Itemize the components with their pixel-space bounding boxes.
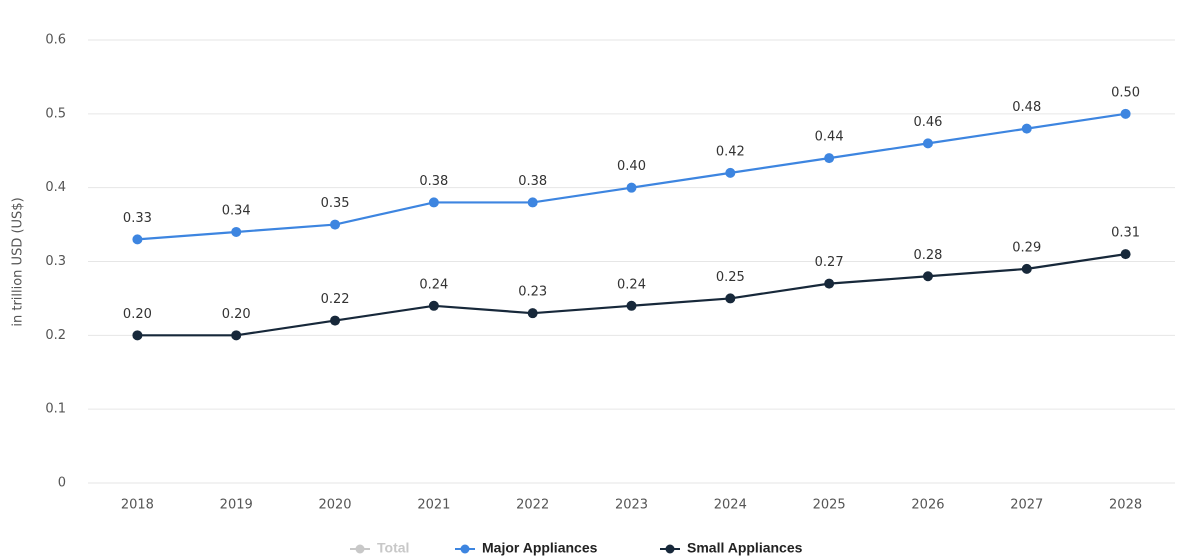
data-point [527,308,538,319]
legend-label: Total [377,540,409,556]
data-point [428,300,439,311]
data-label: 0.44 [815,130,844,145]
data-point [922,271,933,282]
data-point [824,278,835,289]
legend-marker [665,544,675,554]
legend-item: Major Appliances [455,540,598,556]
y-tick-label: 0.2 [45,328,66,343]
data-point [922,138,933,149]
data-point [132,330,143,341]
data-point [725,167,736,178]
data-label: 0.29 [1012,240,1041,255]
data-label: 0.46 [913,115,942,130]
x-tick-label: 2025 [813,498,846,513]
y-tick-label: 0.3 [45,254,66,269]
data-label: 0.38 [518,174,547,189]
y-tick-label: 0.6 [45,33,66,48]
data-point [1120,249,1131,260]
legend-label: Major Appliances [482,540,598,556]
data-label: 0.33 [123,211,152,226]
data-label: 0.23 [518,285,547,300]
data-label: 0.42 [716,144,745,159]
data-point [428,197,439,208]
x-tick-label: 2022 [516,498,549,513]
y-tick-label: 0.4 [45,180,66,195]
data-point [330,315,341,326]
legend-marker [460,544,470,554]
y-tick-label: 0 [58,476,66,491]
x-tick-label: 2024 [714,498,747,513]
data-point [1120,108,1131,119]
legend-marker [355,544,365,554]
data-label: 0.28 [913,248,942,263]
data-label: 0.24 [617,277,646,292]
data-label: 0.50 [1111,85,1140,100]
data-point [725,293,736,304]
data-point [626,182,637,193]
legend-item: Small Appliances [660,540,803,556]
legend-item: Total [350,540,409,556]
x-tick-label: 2018 [121,498,154,513]
data-label: 0.48 [1012,100,1041,115]
data-label: 0.24 [419,277,448,292]
y-tick-label: 0.1 [45,402,66,417]
data-label: 0.31 [1111,226,1140,241]
y-axis-label: in trillion USD (US$) [11,197,26,326]
legend-label: Small Appliances [687,540,803,556]
data-label: 0.20 [222,307,251,322]
data-label: 0.25 [716,270,745,285]
data-label: 0.38 [419,174,448,189]
data-point [132,234,143,245]
data-point [626,300,637,311]
data-label: 0.35 [321,196,350,211]
data-label: 0.22 [321,292,350,307]
y-tick-label: 0.5 [45,106,66,121]
data-point [1021,263,1032,274]
data-point [330,219,341,230]
x-tick-label: 2019 [220,498,253,513]
data-label: 0.40 [617,159,646,174]
x-tick-label: 2026 [911,498,944,513]
series-line [137,253,1126,337]
data-label: 0.20 [123,307,152,322]
data-label: 0.27 [815,255,844,270]
x-tick-label: 2020 [318,498,351,513]
x-tick-label: 2023 [615,498,648,513]
series-line [137,112,1126,241]
x-tick-label: 2027 [1010,498,1043,513]
x-tick-label: 2021 [417,498,450,513]
x-tick-label: 2028 [1109,498,1142,513]
data-label: 0.34 [222,203,251,218]
data-point [231,226,242,237]
data-point [231,330,242,341]
data-point [824,153,835,164]
data-point [527,197,538,208]
data-point [1021,123,1032,134]
